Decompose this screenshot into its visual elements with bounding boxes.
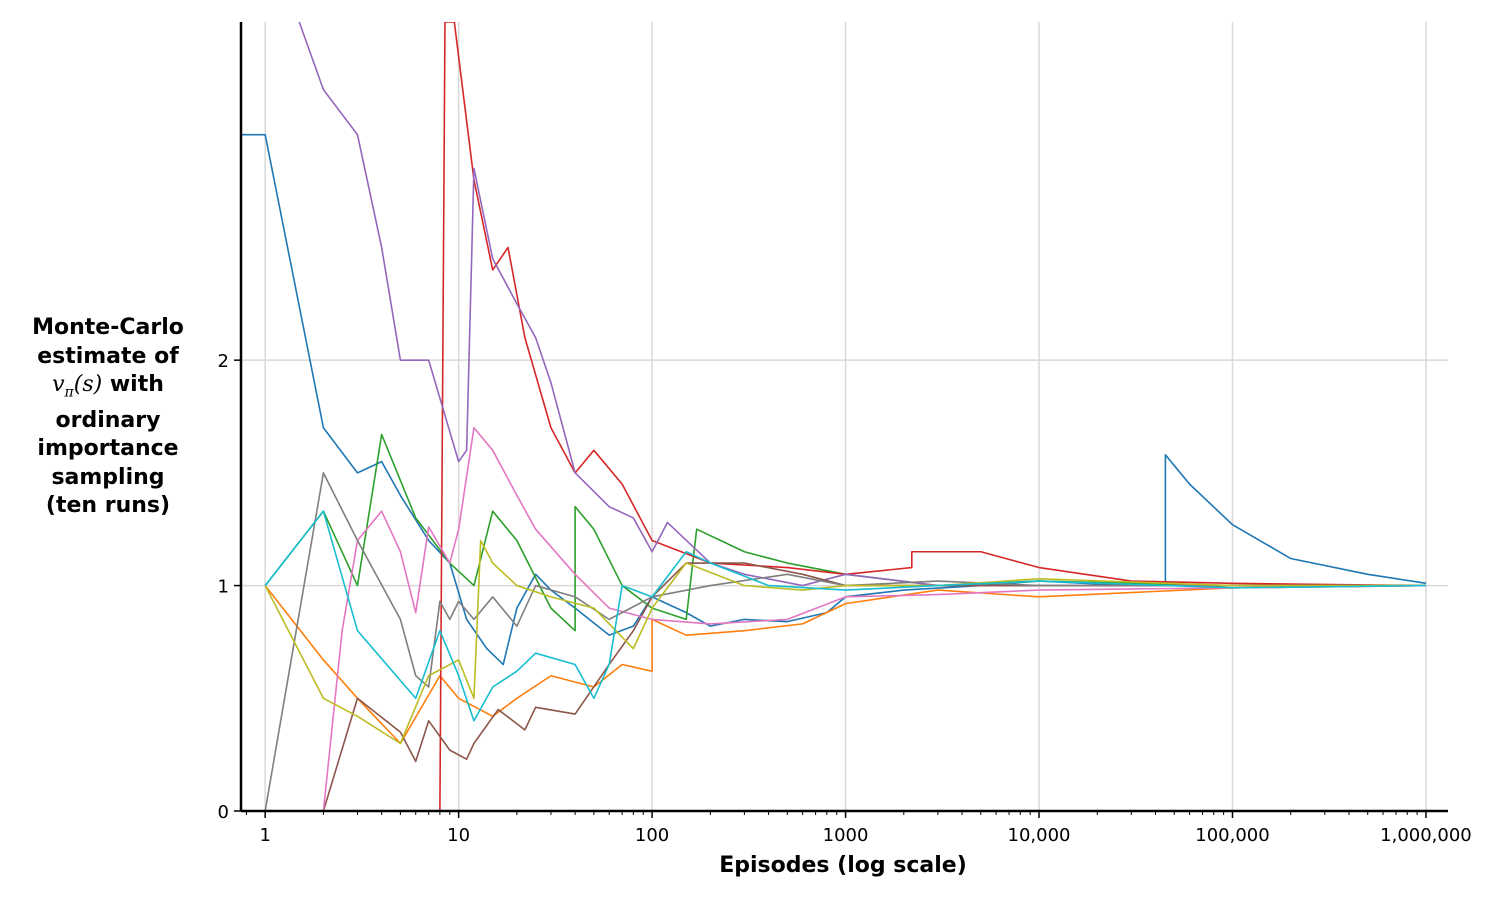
y-axis-label-line: estimate of <box>37 343 179 369</box>
series-line-5 <box>298 22 1426 587</box>
tick-labels: 1 10 100 1000 10,000 100,000 1,000,000 0 1 2 <box>218 351 1472 846</box>
x-tick-label: 100,000 <box>1195 825 1269 846</box>
grid-lines <box>241 22 1448 811</box>
x-tick-label: 10 <box>447 825 470 846</box>
x-tick-label: 1000 <box>823 825 869 846</box>
series-layer <box>241 22 1427 811</box>
axes <box>234 22 1448 818</box>
y-tick-label: 2 <box>218 351 229 372</box>
x-axis-label: Episodes (log scale) <box>719 853 967 878</box>
series-line-4 <box>265 22 1426 811</box>
series-line-9 <box>264 539 1426 745</box>
y-axis-label: Monte-Carlo estimate of vπ(s) with ordin… <box>8 314 208 521</box>
series-line-10 <box>264 510 1426 722</box>
y-axis-label-line: ordinary <box>55 407 161 433</box>
x-tick-label: 100 <box>635 825 669 846</box>
series-line-8 <box>264 472 1426 811</box>
x-tick-label: 10,000 <box>1008 825 1071 846</box>
y-axis-label-line: (ten runs) <box>45 493 171 519</box>
y-axis-label-symbol: vπ(s) <box>52 372 103 401</box>
y-tick-label: 1 <box>218 577 229 598</box>
series-line-7 <box>265 426 1426 811</box>
x-tick-label: 1,000,000 <box>1380 825 1472 846</box>
x-tick-label: 1 <box>259 825 270 846</box>
y-axis-label-line: sampling <box>51 464 165 490</box>
y-tick-label: 0 <box>218 802 229 823</box>
y-axis-label-line: importance <box>37 436 179 462</box>
y-axis-label-line: vπ(s) with <box>52 372 164 401</box>
y-axis-label-line: Monte-Carlo <box>32 315 184 340</box>
